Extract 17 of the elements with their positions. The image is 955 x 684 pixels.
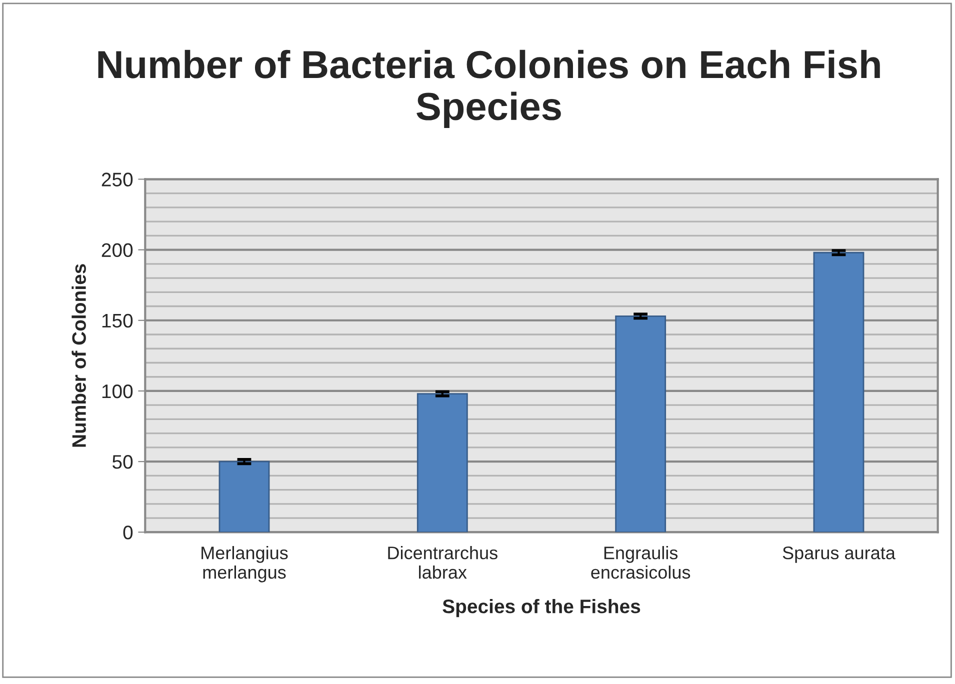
x-tick-label: Merlangius merlangus (202, 546, 288, 582)
y-tick-label: 150 (102, 314, 133, 328)
y-tick-label: 50 (112, 455, 133, 469)
y-tick-label: 100 (102, 384, 133, 398)
bar (813, 252, 864, 532)
bar (416, 393, 468, 532)
bar (218, 460, 270, 532)
x-tick-label: Dicentrarchus labrax (388, 546, 498, 579)
x-tick-label: Engraulis encrasicolus (591, 546, 690, 579)
x-axis-title: Species of the Fishes (442, 598, 640, 618)
y-axis-title: Number of Colonies (72, 264, 86, 447)
chart-title: Number of Bacteria Colonies on Each Fish Species (98, 50, 880, 128)
y-tick-label: 200 (102, 243, 133, 258)
x-tick-label: Sparus aurata (782, 546, 896, 563)
bar (615, 315, 666, 532)
y-tick-label: 250 (102, 172, 133, 186)
y-tick-label: 0 (123, 526, 133, 540)
